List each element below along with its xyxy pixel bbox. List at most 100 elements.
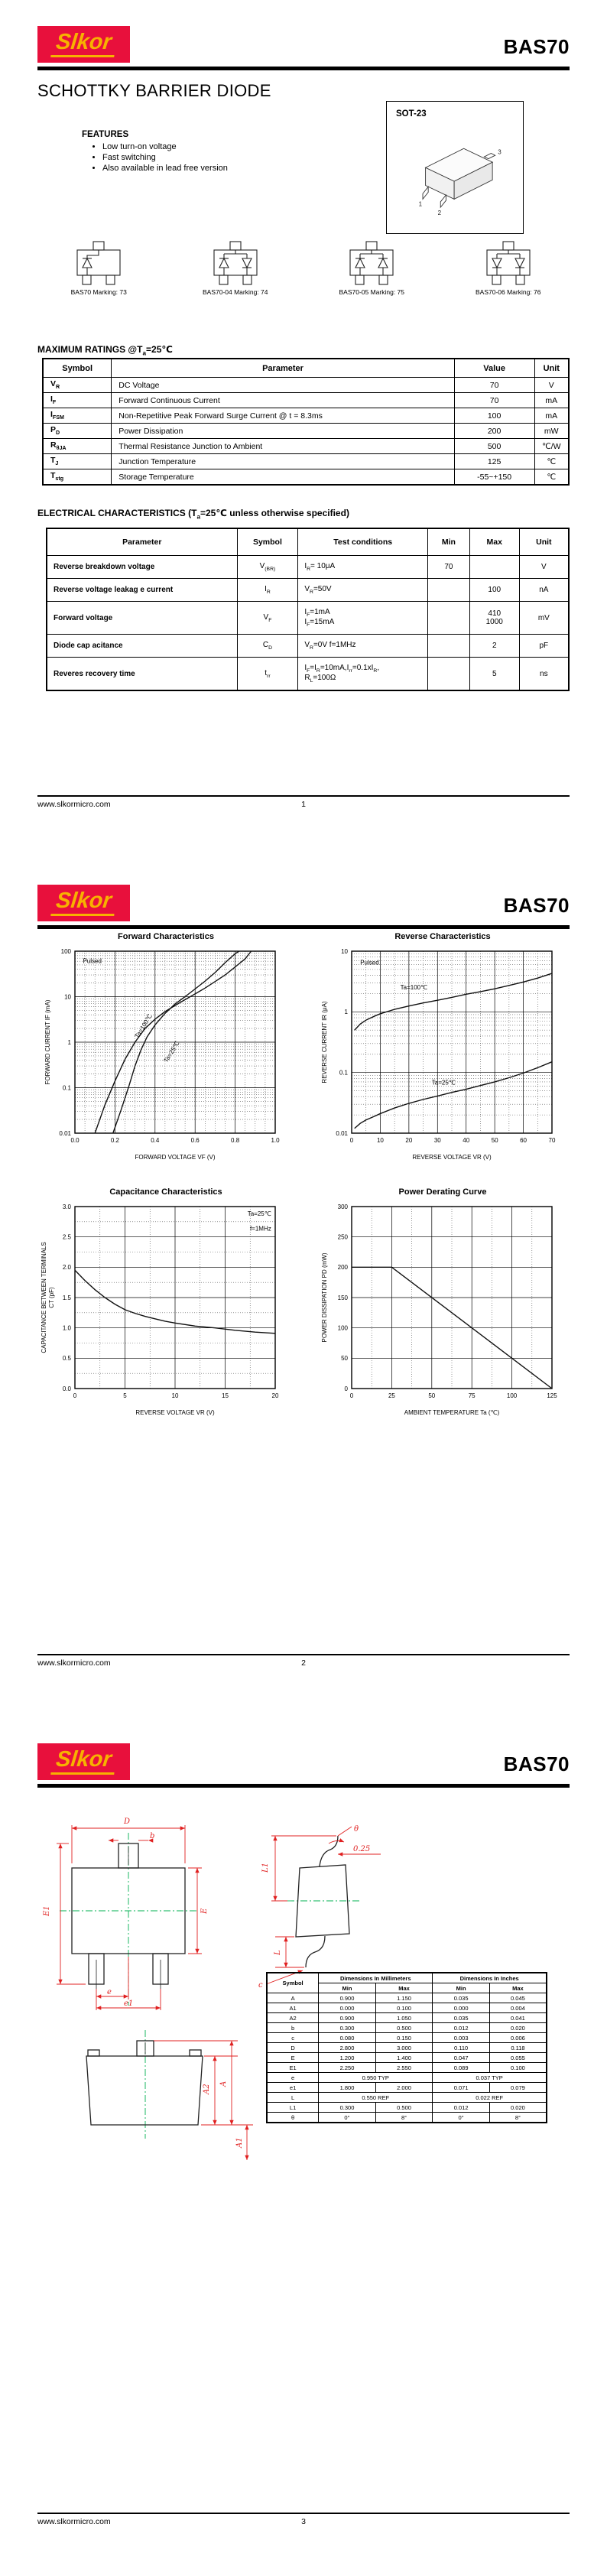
- svg-text:0: 0: [350, 1137, 354, 1144]
- pin3-label: 3: [498, 148, 502, 155]
- table-row: Diode cap acitance CD VR=0V f=1MHz 2 pF: [46, 634, 570, 658]
- table-cell: Diode cap acitance: [46, 634, 238, 658]
- table-cell: 70: [453, 392, 535, 408]
- max-ratings-heading: MAXIMUM RATINGS @Ta=25℃: [37, 344, 173, 357]
- reverse-characteristics-chart: Reverse Characteristics 0 10 20 30 40 50 60 70 0…: [316, 932, 569, 1174]
- svg-text:FORWARD CURRENT IF (mA): FORWARD CURRENT IF (mA): [44, 999, 51, 1084]
- svg-text:125: 125: [547, 1392, 557, 1399]
- column-header: Max: [489, 1983, 547, 1993]
- table-cell: 0.000: [432, 2003, 490, 2013]
- table-cell: 0°: [432, 2112, 490, 2123]
- table-cell: Reverse voltage leakag e current: [46, 578, 238, 602]
- table-cell: 0.118: [489, 2042, 547, 2053]
- page-number: 2: [301, 1658, 306, 1668]
- svg-text:1.0: 1.0: [63, 1324, 72, 1331]
- table-cell: 0.100: [375, 2003, 433, 2013]
- table-cell: Reveres recovery time: [46, 657, 238, 691]
- table-cell: e1: [266, 2082, 320, 2093]
- svg-text:2.0: 2.0: [63, 1264, 72, 1271]
- marking-label: BAS70-04 Marking: 74: [202, 288, 268, 296]
- svg-text:1.5: 1.5: [63, 1294, 72, 1301]
- svg-text:50: 50: [492, 1137, 498, 1144]
- svg-text:0.2: 0.2: [111, 1137, 120, 1144]
- dim-label-E: E: [200, 1908, 209, 1915]
- table-cell: 100: [469, 578, 520, 602]
- table-row: E 1.200 1.400 0.047 0.055: [266, 2052, 547, 2063]
- table-cell: 0.100: [489, 2062, 547, 2073]
- svg-text:10: 10: [341, 948, 348, 955]
- table-cell: nA: [518, 578, 570, 602]
- table-cell: 0.110: [432, 2042, 490, 2053]
- table-cell: 1.800: [318, 2082, 376, 2093]
- marking-label: BAS70-05 Marking: 75: [339, 288, 405, 296]
- table-cell: 5: [469, 657, 520, 691]
- svg-text:0.01: 0.01: [59, 1130, 71, 1137]
- table-cell: A1: [266, 2003, 320, 2013]
- table-cell: mA: [534, 408, 570, 424]
- svg-text:75: 75: [469, 1392, 476, 1399]
- marking-variant-74: BAS70-04 Marking: 74: [167, 240, 304, 296]
- svg-text:0.01: 0.01: [336, 1130, 348, 1137]
- table-row: E1 2.250 2.550 0.089 0.100: [266, 2062, 547, 2073]
- table-cell: Tstg: [42, 469, 112, 486]
- svg-text:15: 15: [222, 1392, 229, 1399]
- table-cell: 500: [453, 438, 535, 454]
- part-number: BAS70: [503, 35, 570, 58]
- table-cell: IF: [42, 392, 112, 408]
- table-cell: 3.000: [375, 2042, 433, 2053]
- svg-text:0: 0: [350, 1392, 354, 1399]
- package-front-view-drawing: A2 A A1: [86, 2030, 253, 2160]
- table-cell: 8°: [489, 2112, 547, 2123]
- dimensions-table: Symbol Dimensions In Millimeters Dimensi…: [266, 1972, 547, 2123]
- svg-text:250: 250: [338, 1233, 349, 1240]
- table-cell: 70: [453, 377, 535, 393]
- table-cell: 1.150: [375, 1993, 433, 2003]
- table-cell: 0.300: [318, 2102, 376, 2113]
- svg-text:50: 50: [428, 1392, 435, 1399]
- table-cell: [427, 578, 470, 602]
- page-number: 3: [301, 2517, 306, 2526]
- table-row: Tstg Storage Temperature -55~+150 ℃: [42, 469, 570, 486]
- table-cell: 0.000: [318, 2003, 376, 2013]
- features-heading: FEATURES: [82, 130, 129, 139]
- svg-text:0.1: 0.1: [63, 1084, 72, 1091]
- forward-characteristics-chart: Forward Characteristics 0.0 0.2 0.4 0.6 0.8 1…: [40, 932, 292, 1174]
- dim-label-e: e: [107, 1988, 112, 1996]
- svg-text:Pulsed: Pulsed: [83, 957, 101, 964]
- column-header: Min: [318, 1983, 376, 1993]
- table-cell: 100: [453, 408, 535, 424]
- svg-text:CT (pF): CT (pF): [48, 1287, 55, 1308]
- table-cell: 0.012: [432, 2022, 490, 2033]
- table-cell: VR: [42, 377, 112, 393]
- table-cell: 0.047: [432, 2052, 490, 2063]
- table-row: Reverse breakdown voltage V(BR) IR= 10μA 70…: [46, 555, 570, 579]
- dim-label-025: 0.25: [353, 1845, 370, 1853]
- table-cell: A2: [266, 2012, 320, 2023]
- column-header: Max: [375, 1983, 433, 1993]
- table-cell: mW: [534, 423, 570, 439]
- table-body: VR DC Voltage 70 V IF Forward Continuous Curr…: [42, 377, 570, 486]
- table-cell: V: [518, 555, 570, 579]
- column-header: Unit: [534, 358, 570, 378]
- table-cell: RθJA: [42, 438, 112, 454]
- column-header: Min: [427, 528, 470, 556]
- dim-label-e1: e1: [124, 1999, 133, 2008]
- features-list: Low turn-on voltage Fast switching Also …: [82, 142, 326, 173]
- svg-text:REVERSE CURRENT IR (μA): REVERSE CURRENT IR (μA): [321, 1001, 328, 1083]
- table-cell: Storage Temperature: [111, 469, 455, 486]
- table-cell: 2.800: [318, 2042, 376, 2053]
- table-cell: IR= 10μA: [297, 555, 429, 579]
- table-row: Forward voltage VF IF=1mA IF=15mA 410 1000 mV: [46, 601, 570, 635]
- column-header: Dimensions In Inches: [432, 1972, 547, 1983]
- table-cell: 0.550 REF: [318, 2092, 433, 2103]
- power-derating-chart: Power Derating Curve 0 25 50 75 100 125 0 50 100…: [316, 1187, 569, 1429]
- svg-text:100: 100: [61, 948, 72, 955]
- svg-text:Pulsed: Pulsed: [360, 960, 378, 966]
- table-cell: E: [266, 2052, 320, 2063]
- table-cell: L: [266, 2092, 320, 2103]
- page-3: Slkor BAS70 D b E1: [0, 1717, 607, 2576]
- table-cell: Power Dissipation: [111, 423, 455, 439]
- table-row: IF Forward Continuous Current 70 mA: [42, 392, 570, 408]
- chart-title: Reverse Characteristics: [394, 932, 491, 941]
- dim-label-E1: E1: [43, 1905, 51, 1917]
